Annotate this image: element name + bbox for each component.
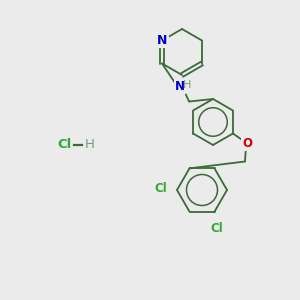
Text: H: H xyxy=(183,80,191,89)
Text: Cl: Cl xyxy=(210,222,223,235)
Text: N: N xyxy=(175,80,185,93)
Text: N: N xyxy=(157,34,167,47)
Text: H: H xyxy=(85,139,95,152)
Text: Cl: Cl xyxy=(154,182,167,194)
Text: Cl: Cl xyxy=(58,139,72,152)
Text: O: O xyxy=(242,137,252,150)
